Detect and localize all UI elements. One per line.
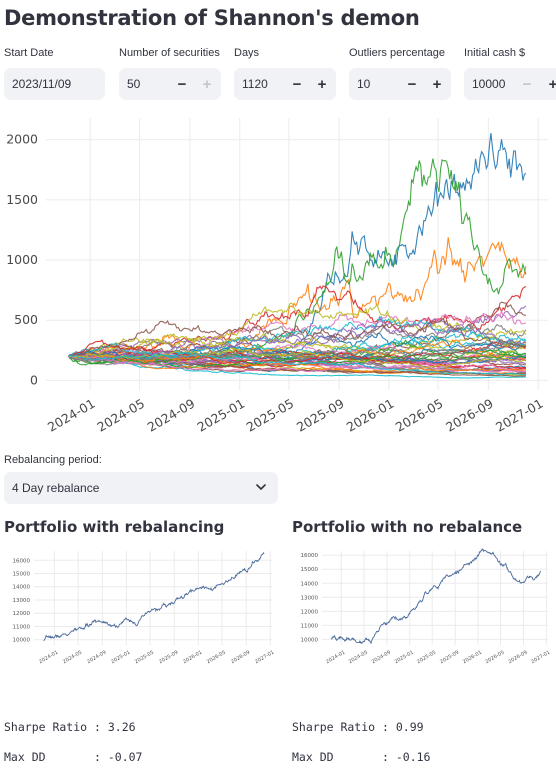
small-x-tick-label: 2025-09 <box>439 650 460 666</box>
small-x-tick-label: 2026-09 <box>230 650 251 666</box>
start-date-input[interactable]: 2023/11/09 <box>4 68 105 100</box>
security-series-line <box>68 347 527 369</box>
start-date-label: Start Date <box>4 47 54 59</box>
initial-cash-increment-button[interactable]: + <box>548 75 556 93</box>
small-x-tick-label: 2024-05 <box>62 650 83 666</box>
main-x-tick-label: 2026-09 <box>443 396 496 435</box>
security-series-line <box>68 323 527 358</box>
small-y-tick-label: 16000 <box>13 558 31 564</box>
security-series-line <box>68 339 527 362</box>
rebalancing-period-label: Rebalancing period: <box>4 454 102 466</box>
initial-cash-input[interactable]: 10000 − + <box>464 68 556 100</box>
rebalancing-period-value: 4 Day rebalance <box>12 481 100 495</box>
security-series-line <box>68 339 526 369</box>
main-y-tick-label: 2000 <box>6 132 38 147</box>
main-x-tick-label: 2025-05 <box>244 396 297 435</box>
small-y-tick-label: 10000 <box>301 637 319 643</box>
small-x-tick-label: 2025-05 <box>416 650 437 666</box>
right-sharpe-ratio: Sharpe Ratio : 0.99 <box>292 720 424 734</box>
left-panel-title: Portfolio with rebalancing <box>4 518 225 536</box>
initial-cash-label: Initial cash $ <box>464 47 526 59</box>
main-x-tick-label: 2024-01 <box>45 396 98 435</box>
main-x-tick-label: 2026-05 <box>393 396 446 435</box>
small-y-tick-label: 12000 <box>301 609 319 615</box>
small-x-tick-label: 2024-01 <box>38 650 59 666</box>
security-series-line <box>68 353 527 369</box>
days-label: Days <box>234 47 260 59</box>
initial-cash-decrement-button[interactable]: − <box>522 75 532 93</box>
small-x-tick-label: 2024-05 <box>348 650 369 666</box>
security-series-line <box>68 302 527 359</box>
rebalancing-period-select[interactable]: 4 Day rebalance <box>4 472 278 504</box>
num-securities-label: Number of securities <box>119 47 220 59</box>
small-x-tick-label: 2025-09 <box>158 650 179 666</box>
initial-cash-value: 10000 <box>472 77 506 91</box>
main-x-tick-label: 2025-09 <box>294 396 347 435</box>
no-rebalance-portfolio-chart[interactable]: 10000 11000 12000 13000 14000 15000 16000 2024-… <box>288 545 556 705</box>
num-securities-input[interactable]: 50 − + <box>119 68 221 100</box>
small-x-tick-label: 2026-01 <box>182 650 203 666</box>
rebalancing-portfolio-chart[interactable]: 10000 11000 12000 13000 14000 15000 16000 2024-… <box>0 545 280 705</box>
main-x-tick-label: 2027-01 <box>493 396 546 435</box>
small-y-tick-label: 11000 <box>13 624 31 630</box>
portfolio-value-line <box>43 552 265 642</box>
outliers-input[interactable]: 10 − + <box>349 68 451 100</box>
small-y-tick-label: 12000 <box>13 611 31 617</box>
outliers-value: 10 <box>357 77 371 91</box>
main-x-tick-label: 2024-05 <box>94 396 147 435</box>
main-x-tick-label: 2024-09 <box>145 396 198 435</box>
small-x-tick-label: 2026-01 <box>462 650 483 666</box>
small-y-tick-label: 15000 <box>13 572 31 578</box>
small-y-tick-label: 13000 <box>13 598 31 604</box>
small-x-tick-label: 2027-01 <box>530 650 551 666</box>
left-max-dd: Max DD : -0.07 <box>4 750 143 764</box>
page-title: Demonstration of Shannon's demon <box>4 6 420 30</box>
small-x-tick-label: 2026-05 <box>484 650 505 666</box>
small-y-tick-label: 14000 <box>301 581 319 587</box>
right-max-dd: Max DD : -0.16 <box>292 750 431 764</box>
small-y-tick-label: 14000 <box>13 585 31 591</box>
days-input[interactable]: 1120 − + <box>234 68 336 100</box>
main-y-tick-label: 1000 <box>6 252 38 267</box>
small-x-tick-label: 2026-05 <box>206 650 227 666</box>
security-series-line <box>68 351 526 376</box>
chevron-down-icon <box>256 484 266 490</box>
portfolio-value-line <box>330 548 542 645</box>
securities-price-chart[interactable]: 05001000150020002024-012024-052024-09202… <box>0 112 556 442</box>
small-y-tick-label: 13000 <box>301 595 319 601</box>
num-securities-decrement-button[interactable]: − <box>177 75 187 93</box>
start-date-value: 2023/11/09 <box>12 77 72 91</box>
small-y-tick-label: 15000 <box>301 567 319 573</box>
small-y-tick-label: 11000 <box>301 623 319 629</box>
small-x-tick-label: 2025-01 <box>110 650 131 666</box>
outliers-label: Outliers percentage <box>349 47 445 59</box>
main-y-tick-label: 0 <box>30 372 38 387</box>
security-series-line <box>68 331 527 360</box>
main-x-tick-label: 2025-01 <box>195 396 248 435</box>
small-x-tick-label: 2025-01 <box>394 650 415 666</box>
outliers-increment-button[interactable]: + <box>432 75 442 93</box>
small-y-tick-label: 16000 <box>301 553 319 559</box>
small-x-tick-label: 2024-09 <box>86 650 107 666</box>
num-securities-value: 50 <box>127 77 141 91</box>
days-decrement-button[interactable]: − <box>292 75 302 93</box>
small-x-tick-label: 2027-01 <box>254 650 275 666</box>
main-x-tick-label: 2026-01 <box>344 396 397 435</box>
left-sharpe-ratio: Sharpe Ratio : 3.26 <box>4 720 136 734</box>
main-y-tick-label: 500 <box>14 312 38 327</box>
outliers-decrement-button[interactable]: − <box>407 75 417 93</box>
small-x-tick-label: 2025-05 <box>134 650 155 666</box>
num-securities-increment-button[interactable]: + <box>202 75 212 93</box>
small-x-tick-label: 2024-09 <box>371 650 392 666</box>
days-value: 1120 <box>242 77 268 91</box>
small-x-tick-label: 2024-01 <box>325 650 346 666</box>
small-x-tick-label: 2026-09 <box>507 650 528 666</box>
small-y-tick-label: 10000 <box>13 638 31 644</box>
right-panel-title: Portfolio with no rebalance <box>292 518 523 536</box>
security-series-line <box>68 318 527 357</box>
main-y-tick-label: 1500 <box>6 192 38 207</box>
days-increment-button[interactable]: + <box>317 75 327 93</box>
